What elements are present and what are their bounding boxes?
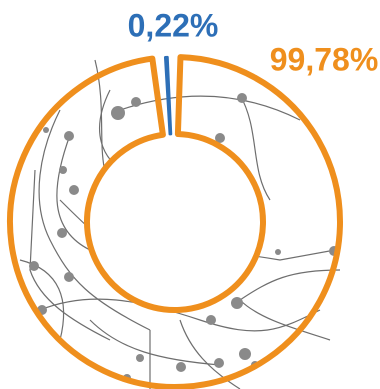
slice [163, 55, 173, 136]
value-label: 99,78% [270, 41, 379, 77]
slice [7, 54, 343, 389]
background-pattern [19, 59, 341, 389]
value-label: 0,22% [128, 7, 219, 43]
donut-hole [87, 134, 263, 310]
